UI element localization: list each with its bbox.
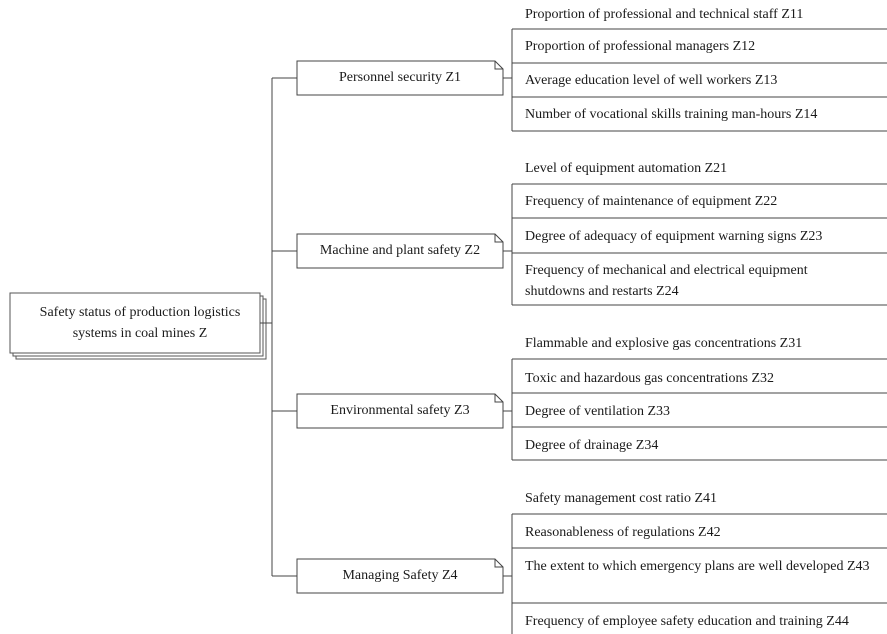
- item-label: Degree of ventilation Z33: [525, 404, 671, 419]
- item-label: Number of vocational skills training man…: [525, 107, 818, 122]
- item-label: Safety management cost ratio Z41: [525, 491, 718, 506]
- group-box: [296, 60, 504, 96]
- item-label: Degree of drainage Z34: [525, 438, 659, 453]
- item-label: Average education level of well workers …: [525, 73, 778, 88]
- fold-corner: [494, 61, 503, 70]
- item-label: The extent to which emergency plans are …: [525, 559, 870, 574]
- item-label: Degree of adequacy of equipment warning …: [525, 229, 823, 244]
- group-label: Managing Safety Z4: [342, 568, 458, 583]
- item-label: Proportion of professional managers Z12: [525, 39, 756, 54]
- item-label: Reasonableness of regulations Z42: [525, 525, 721, 540]
- group-label: Environmental safety Z3: [330, 403, 470, 418]
- fold-corner: [494, 559, 503, 568]
- item-label: Frequency of maintenance of equipment Z2…: [525, 194, 778, 209]
- fold-corner: [494, 234, 503, 243]
- root-box: [9, 292, 261, 354]
- group-label: Personnel security Z1: [338, 70, 462, 85]
- item-label: Toxic and hazardous gas concentrations Z…: [525, 371, 774, 386]
- item-label: Frequency of mechanical and electrical e…: [525, 263, 808, 299]
- fold-corner: [494, 394, 503, 403]
- group-label: Machine and plant safety Z2: [319, 243, 481, 258]
- group-box: [296, 233, 504, 269]
- root-label: Safety status of production logistics sy…: [39, 305, 241, 341]
- group-box: [296, 393, 504, 429]
- item-label: Flammable and explosive gas concentratio…: [525, 336, 803, 351]
- item-label: Proportion of professional and technical…: [525, 7, 804, 22]
- group-box: [296, 558, 504, 594]
- item-label: Frequency of employee safety education a…: [525, 614, 849, 629]
- item-label: Level of equipment automation Z21: [525, 161, 728, 176]
